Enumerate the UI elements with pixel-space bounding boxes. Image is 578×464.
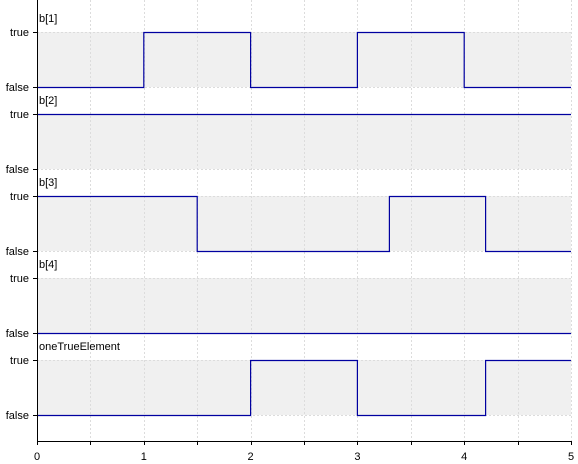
series-line	[37, 31, 571, 89]
label-layer: true false b[1] true false b[2] true false b[3] t…	[6, 13, 120, 422]
series-line	[37, 195, 571, 253]
x-tick-label: 0	[34, 451, 40, 463]
y-tick-true: true	[10, 191, 29, 203]
series-line	[37, 359, 571, 417]
series-label: b[4]	[39, 259, 57, 271]
y-tick-true: true	[10, 109, 29, 121]
axis-layer: 0 1 2 3 4 5	[33, 0, 574, 463]
y-tick-false: false	[6, 82, 29, 94]
series-layer	[37, 31, 571, 417]
series-label: b[2]	[39, 95, 57, 107]
y-tick-false: false	[6, 328, 29, 340]
x-tick-label: 3	[354, 451, 360, 463]
series-label: b[3]	[39, 177, 57, 189]
y-tick-true: true	[10, 27, 29, 39]
y-tick-false: false	[6, 164, 29, 176]
series-label: b[1]	[39, 13, 57, 25]
series-label: oneTrueElement	[39, 341, 120, 353]
y-tick-false: false	[6, 410, 29, 422]
x-tick-label: 4	[461, 451, 467, 463]
x-tick-label: 1	[141, 451, 147, 463]
y-tick-true: true	[10, 355, 29, 367]
x-tick-label: 2	[248, 451, 254, 463]
y-tick-false: false	[6, 246, 29, 258]
y-tick-true: true	[10, 273, 29, 285]
x-tick-label: 5	[568, 451, 574, 463]
